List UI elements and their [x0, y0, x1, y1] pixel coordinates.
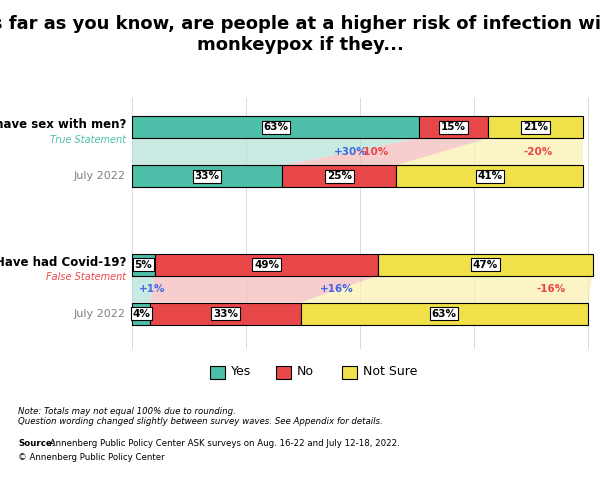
FancyBboxPatch shape — [397, 166, 583, 187]
Text: 15%: 15% — [441, 122, 466, 132]
Text: 33%: 33% — [213, 309, 238, 318]
FancyBboxPatch shape — [378, 254, 593, 275]
Text: -20%: -20% — [523, 147, 553, 157]
FancyBboxPatch shape — [155, 254, 378, 275]
FancyBboxPatch shape — [419, 117, 488, 138]
Text: 41%: 41% — [478, 172, 503, 181]
FancyBboxPatch shape — [301, 303, 588, 325]
Text: Are men who have sex with men?: Are men who have sex with men? — [0, 119, 126, 131]
Text: As far as you know, are people at a higher risk of infection with
monkeypox if t: As far as you know, are people at a high… — [0, 15, 600, 53]
Text: Not Sure: Not Sure — [363, 366, 418, 378]
Text: Yes: Yes — [231, 366, 251, 378]
Polygon shape — [132, 138, 419, 166]
Text: 47%: 47% — [473, 260, 498, 270]
FancyBboxPatch shape — [132, 303, 150, 325]
Text: 33%: 33% — [195, 172, 220, 181]
FancyBboxPatch shape — [132, 254, 155, 275]
Text: 63%: 63% — [263, 122, 288, 132]
Text: No: No — [297, 366, 314, 378]
Text: 21%: 21% — [523, 122, 548, 132]
Text: 25%: 25% — [327, 172, 352, 181]
Text: +30%: +30% — [334, 147, 368, 157]
Text: Note: Totals may not equal 100% due to rounding.
Question wording changed slight: Note: Totals may not equal 100% due to r… — [18, 407, 383, 426]
FancyBboxPatch shape — [132, 166, 283, 187]
Polygon shape — [150, 275, 378, 303]
FancyBboxPatch shape — [488, 117, 583, 138]
Text: +1%: +1% — [139, 284, 166, 294]
FancyBboxPatch shape — [210, 367, 225, 378]
FancyBboxPatch shape — [342, 367, 357, 378]
Text: Annenberg Public Policy Center ASK surveys on Aug. 16-22 and July 12-18, 2022.: Annenberg Public Policy Center ASK surve… — [47, 439, 400, 447]
Text: Source:: Source: — [18, 439, 55, 447]
Text: False Statement: False Statement — [46, 272, 126, 282]
Text: 63%: 63% — [432, 309, 457, 318]
FancyBboxPatch shape — [132, 117, 419, 138]
Text: 5%: 5% — [134, 260, 152, 270]
Text: 49%: 49% — [254, 260, 279, 270]
Text: True Statement: True Statement — [50, 135, 126, 145]
Text: July 2022: July 2022 — [74, 309, 126, 318]
FancyBboxPatch shape — [150, 303, 301, 325]
FancyBboxPatch shape — [283, 166, 397, 187]
Polygon shape — [397, 138, 583, 166]
Text: 4%: 4% — [132, 309, 150, 318]
Text: -10%: -10% — [359, 147, 388, 157]
Polygon shape — [301, 275, 593, 303]
Text: © Annenberg Public Policy Center: © Annenberg Public Policy Center — [18, 453, 164, 462]
Text: +16%: +16% — [320, 284, 354, 294]
Polygon shape — [283, 138, 488, 166]
FancyBboxPatch shape — [276, 367, 291, 378]
Text: -16%: -16% — [537, 284, 566, 294]
Text: Have had Covid-19?: Have had Covid-19? — [0, 256, 126, 269]
Text: July 2022: July 2022 — [74, 172, 126, 181]
Polygon shape — [132, 275, 155, 303]
